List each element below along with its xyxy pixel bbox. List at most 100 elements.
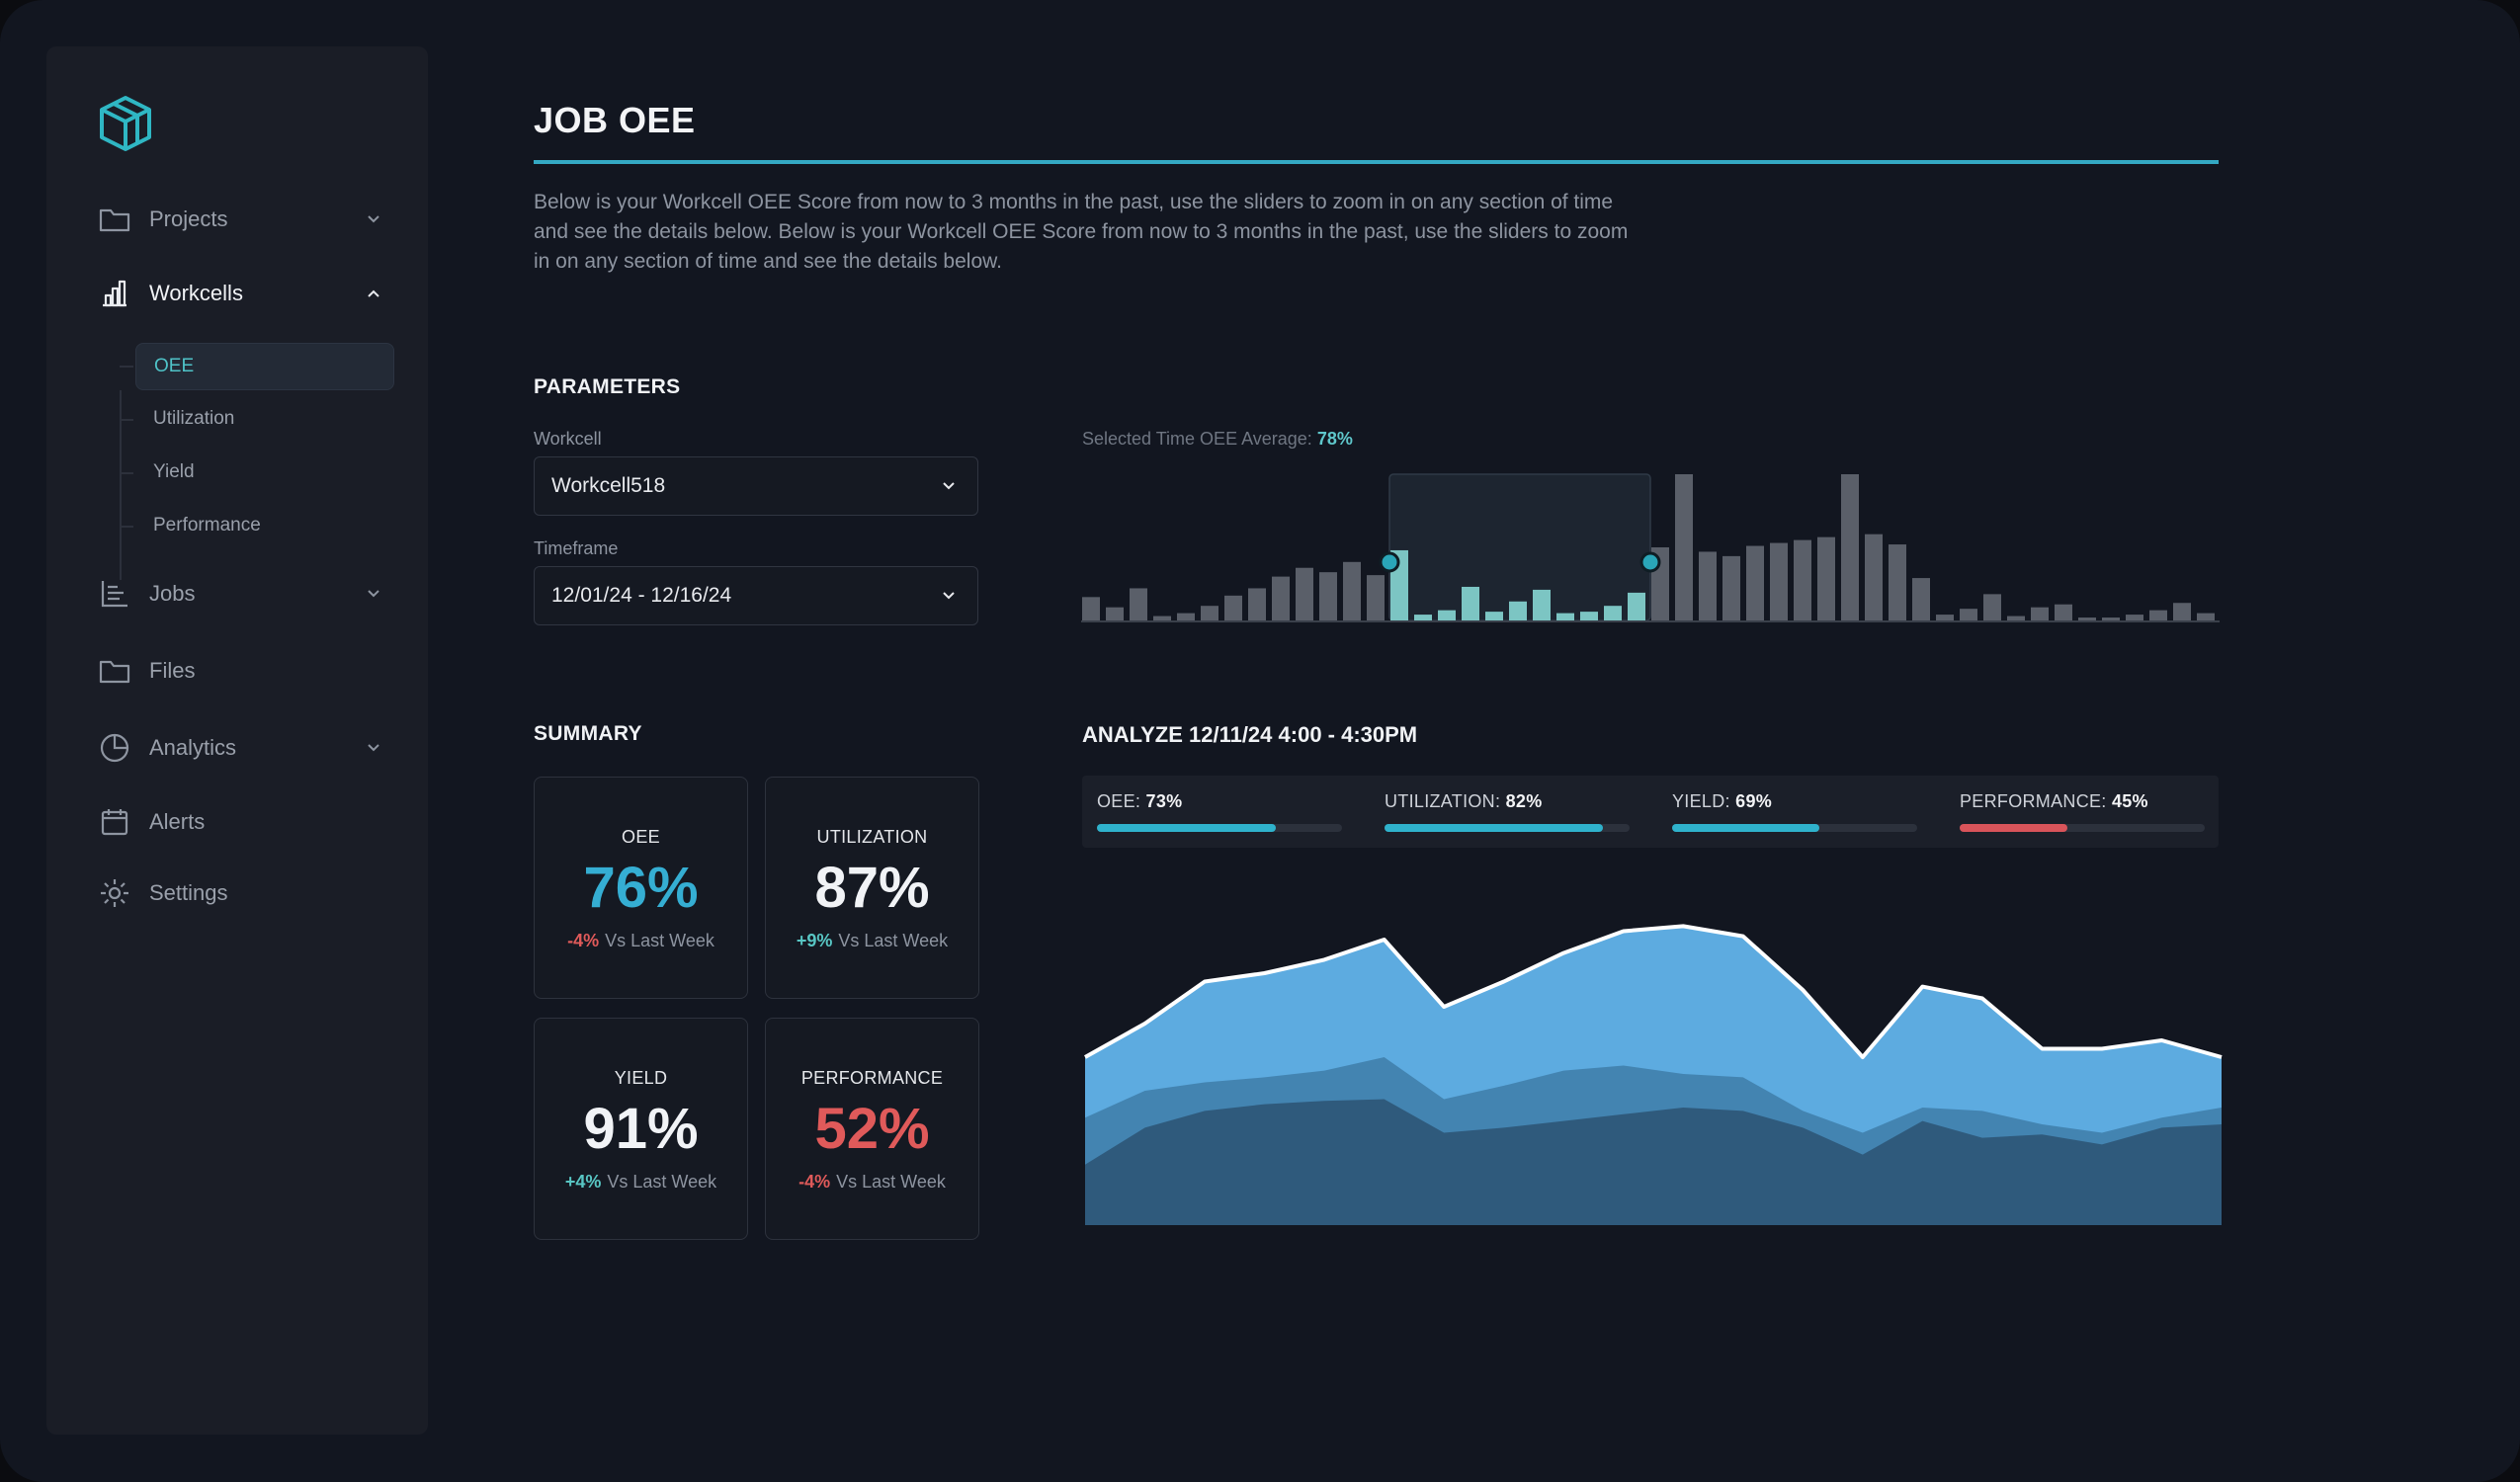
bar [2102, 618, 2120, 620]
chevron-down-icon[interactable] [363, 583, 384, 605]
delta-value: +4% [564, 1172, 602, 1192]
summary-heading: SUMMARY [534, 722, 642, 745]
workcell-select-value: Workcell518 [551, 474, 666, 497]
oee-timeline-bar-chart[interactable] [1081, 464, 2220, 628]
card-label: PERFORMANCE [800, 1068, 944, 1088]
bar [1865, 534, 1883, 620]
metric-value: 73% [1145, 791, 1183, 811]
card-delta: -4% Vs Last Week [766, 1172, 978, 1193]
sidebar-item-label: Alerts [149, 809, 206, 834]
subnav-item-oee[interactable]: OEE [135, 343, 394, 390]
sidebar-item-projects[interactable]: Projects [98, 198, 384, 241]
subnav-tree-line [120, 390, 122, 580]
subnav-item-yield[interactable]: Yield [135, 449, 394, 496]
selected-time-average-label: Selected Time OEE Average: [1082, 429, 1312, 449]
bar [1272, 576, 1290, 620]
bar [1604, 606, 1622, 620]
metric-utilization: UTILIZATION: 82% [1385, 791, 1630, 832]
card-delta: -4% Vs Last Week [535, 931, 747, 951]
area-series-1 [1085, 1099, 2222, 1225]
subnav-item-performance[interactable]: Performance [135, 502, 394, 549]
metric-value: 45% [2111, 791, 2148, 811]
bar [1628, 592, 1645, 620]
sidebar-item-alerts[interactable]: Alerts [98, 800, 384, 844]
subnav-branch [120, 526, 133, 528]
delta-value: +9% [796, 931, 833, 950]
bar [1485, 612, 1503, 620]
card-value: 91% [583, 1097, 699, 1161]
parameters-heading: PARAMETERS [534, 375, 681, 398]
pie-chart-icon [98, 731, 131, 765]
bar [1556, 613, 1574, 620]
chevron-up-icon[interactable] [363, 283, 384, 304]
bar [2149, 610, 2167, 620]
chevron-down-icon[interactable] [363, 737, 384, 759]
sidebar-item-label: Analytics [149, 735, 237, 760]
bar [1936, 615, 1954, 620]
chevron-down-icon [943, 592, 955, 600]
sidebar-item-label: Jobs [149, 581, 196, 606]
bar [1462, 586, 1479, 620]
range-end-handle [1639, 551, 1661, 573]
selected-time-average-value: 78% [1316, 429, 1353, 449]
card-label: YIELD [614, 1068, 668, 1088]
bar [2007, 616, 2025, 620]
bar [1960, 609, 1977, 620]
metric-label: YIELD: 69% [1672, 791, 1917, 812]
sidebar-item-files[interactable]: Files [98, 649, 384, 693]
sidebar-item-analytics[interactable]: Analytics [98, 726, 384, 770]
bar [1414, 615, 1432, 620]
metric-progress-track [1385, 824, 1630, 832]
selection-window [1388, 473, 1651, 621]
card-value: 52% [814, 1097, 930, 1161]
chevron-down-icon[interactable] [363, 208, 384, 230]
bar [1367, 575, 1385, 620]
sidebar-item-label: Projects [149, 206, 228, 231]
card-delta: +9% Vs Last Week [766, 931, 978, 951]
chevron-down-icon [943, 482, 955, 490]
metric-label: PERFORMANCE: 45% [1960, 791, 2205, 812]
cube-logo-icon[interactable] [98, 94, 153, 153]
bar [1224, 595, 1242, 620]
bar [1082, 597, 1100, 620]
gear-icon [98, 876, 131, 910]
card-value: 76% [583, 856, 699, 920]
subnav-item-label: OEE [154, 356, 195, 376]
sidebar-item-settings[interactable]: Settings [98, 871, 384, 915]
summary-card-utilization: UTILIZATION 87% +9% Vs Last Week [765, 777, 979, 999]
workcell-select[interactable]: Workcell518 [534, 456, 978, 516]
top-series-outline [1084, 924, 2223, 1059]
sidebar-item-jobs[interactable]: Jobs [98, 572, 384, 616]
bar [1912, 578, 1930, 620]
subnav-item-label: Performance [153, 515, 261, 535]
subnav-item-utilization[interactable]: Utilization [135, 395, 394, 443]
bar [1319, 572, 1337, 620]
bar [1106, 607, 1124, 620]
sidebar-item-label: Settings [149, 880, 228, 905]
bar [1201, 606, 1218, 620]
metric-name: PERFORMANCE: [1960, 791, 2107, 811]
metric-name: UTILIZATION: [1385, 791, 1501, 811]
bar [1699, 551, 1717, 620]
metric-yield: YIELD: 69% [1672, 791, 1917, 832]
delta-value: -4% [567, 931, 600, 950]
delta-text: Vs Last Week [838, 931, 949, 950]
sidebar-item-label: Workcells [149, 281, 243, 305]
bar [1841, 474, 1859, 620]
bar [1889, 544, 1906, 620]
bar [1580, 612, 1598, 620]
metric-progress-track [1960, 824, 2205, 832]
metric-performance: PERFORMANCE: 45% [1960, 791, 2205, 832]
folder-icon [98, 654, 131, 688]
line-chart-icon [98, 577, 131, 611]
sidebar-item-workcells[interactable]: Workcells [98, 272, 384, 315]
summary-card-yield: YIELD 91% +4% Vs Last Week [534, 1018, 748, 1240]
bar [1438, 610, 1456, 620]
delta-text: Vs Last Week [605, 931, 714, 950]
timeframe-select[interactable]: 12/01/24 - 12/16/24 [534, 566, 978, 625]
metric-label: UTILIZATION: 82% [1385, 791, 1630, 812]
bar [2031, 607, 2049, 620]
delta-value: -4% [798, 1172, 831, 1192]
calendar-icon [98, 805, 131, 839]
range-start-handle [1379, 551, 1400, 573]
